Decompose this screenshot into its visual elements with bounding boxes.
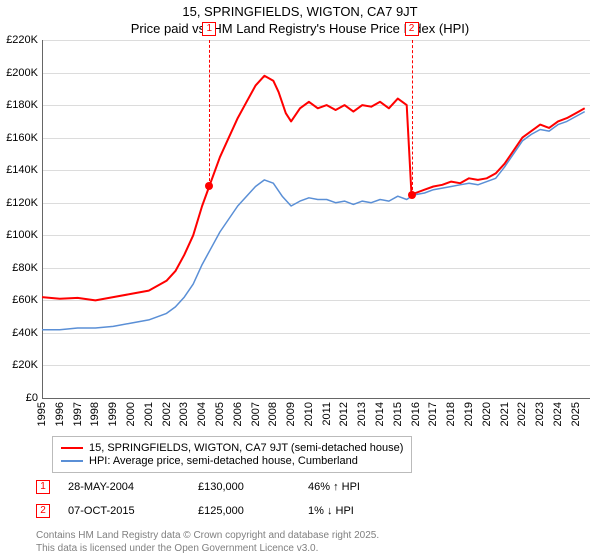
x-axis xyxy=(42,398,590,399)
x-tick-label: 2015 xyxy=(392,402,404,426)
sale-marker-dot xyxy=(408,191,416,199)
x-tick-label: 2019 xyxy=(463,402,475,426)
footer-line-2: This data is licensed under the Open Gov… xyxy=(36,543,379,556)
x-tick-label: 1998 xyxy=(89,402,101,426)
legend-label: HPI: Average price, semi-detached house,… xyxy=(89,455,358,467)
x-tick-label: 2018 xyxy=(445,402,457,426)
x-tick-label: 2010 xyxy=(303,402,315,426)
x-tick-label: 1995 xyxy=(36,402,48,426)
y-tick-label: £40K xyxy=(12,327,38,339)
y-tick-label: £180K xyxy=(6,99,38,111)
sale-date: 07-OCT-2015 xyxy=(68,505,198,517)
x-tick-label: 2014 xyxy=(374,402,386,426)
x-tick-label: 2024 xyxy=(552,402,564,426)
x-tick-label: 1997 xyxy=(72,402,84,426)
y-tick-label: £100K xyxy=(6,229,38,241)
legend: 15, SPRINGFIELDS, WIGTON, CA7 9JT (semi-… xyxy=(52,436,412,473)
x-tick-label: 2008 xyxy=(267,402,279,426)
x-tick-label: 1996 xyxy=(54,402,66,426)
x-tick-label: 2001 xyxy=(143,402,155,426)
sale-hpi-delta: 46% ↑ HPI xyxy=(308,481,360,493)
sale-date: 28-MAY-2004 xyxy=(68,481,198,493)
x-tick-label: 2023 xyxy=(534,402,546,426)
y-tick-label: £20K xyxy=(12,359,38,371)
page-subtitle: Price paid vs. HM Land Registry's House … xyxy=(0,21,600,36)
x-tick-label: 2007 xyxy=(250,402,262,426)
legend-label: 15, SPRINGFIELDS, WIGTON, CA7 9JT (semi-… xyxy=(89,442,403,454)
sale-marker-line xyxy=(412,40,413,195)
sale-row: 1 28-MAY-2004£130,00046% ↑ HPI xyxy=(36,480,360,494)
sale-hpi-delta: 1% ↓ HPI xyxy=(308,505,354,517)
x-tick-label: 2013 xyxy=(356,402,368,426)
x-tick-label: 2003 xyxy=(178,402,190,426)
sale-price: £130,000 xyxy=(198,481,308,493)
x-tick-label: 2012 xyxy=(338,402,350,426)
x-tick-label: 2009 xyxy=(285,402,297,426)
x-tick-label: 2020 xyxy=(481,402,493,426)
x-tick-label: 2002 xyxy=(161,402,173,426)
legend-item: HPI: Average price, semi-detached house,… xyxy=(61,455,403,467)
sale-marker-line xyxy=(209,40,210,186)
series-price_paid xyxy=(42,76,585,301)
y-tick-label: £80K xyxy=(12,262,38,274)
legend-swatch xyxy=(61,447,83,449)
sale-price: £125,000 xyxy=(198,505,308,517)
x-tick-label: 2005 xyxy=(214,402,226,426)
x-tick-label: 2006 xyxy=(232,402,244,426)
sale-marker-ref: 1 xyxy=(36,480,50,494)
sale-row: 2 07-OCT-2015£125,0001% ↓ HPI xyxy=(36,504,354,518)
x-tick-label: 2017 xyxy=(427,402,439,426)
x-tick-label: 2021 xyxy=(499,402,511,426)
x-tick-label: 2004 xyxy=(196,402,208,426)
x-tick-label: 2025 xyxy=(570,402,582,426)
price-chart: £0£20K£40K£60K£80K£100K£120K£140K£160K£1… xyxy=(42,40,590,398)
attribution-footer: Contains HM Land Registry data © Crown c… xyxy=(36,530,379,555)
x-tick-label: 2011 xyxy=(321,402,333,426)
legend-swatch xyxy=(61,460,83,462)
footer-line-1: Contains HM Land Registry data © Crown c… xyxy=(36,530,379,543)
x-tick-label: 2016 xyxy=(410,402,422,426)
series-hpi xyxy=(42,112,585,330)
x-tick-label: 1999 xyxy=(107,402,119,426)
y-tick-label: £160K xyxy=(6,132,38,144)
y-tick-label: £220K xyxy=(6,34,38,46)
sale-marker-box: 2 xyxy=(405,22,419,36)
sale-marker-dot xyxy=(205,182,213,190)
y-tick-label: £120K xyxy=(6,197,38,209)
y-tick-label: £60K xyxy=(12,294,38,306)
chart-svg xyxy=(42,40,590,398)
sale-marker-ref: 2 xyxy=(36,504,50,518)
y-tick-label: £200K xyxy=(6,67,38,79)
y-tick-label: £140K xyxy=(6,164,38,176)
page-title: 15, SPRINGFIELDS, WIGTON, CA7 9JT xyxy=(0,4,600,19)
x-tick-label: 2000 xyxy=(125,402,137,426)
x-tick-label: 2022 xyxy=(516,402,528,426)
legend-item: 15, SPRINGFIELDS, WIGTON, CA7 9JT (semi-… xyxy=(61,442,403,454)
sale-marker-box: 1 xyxy=(202,22,216,36)
